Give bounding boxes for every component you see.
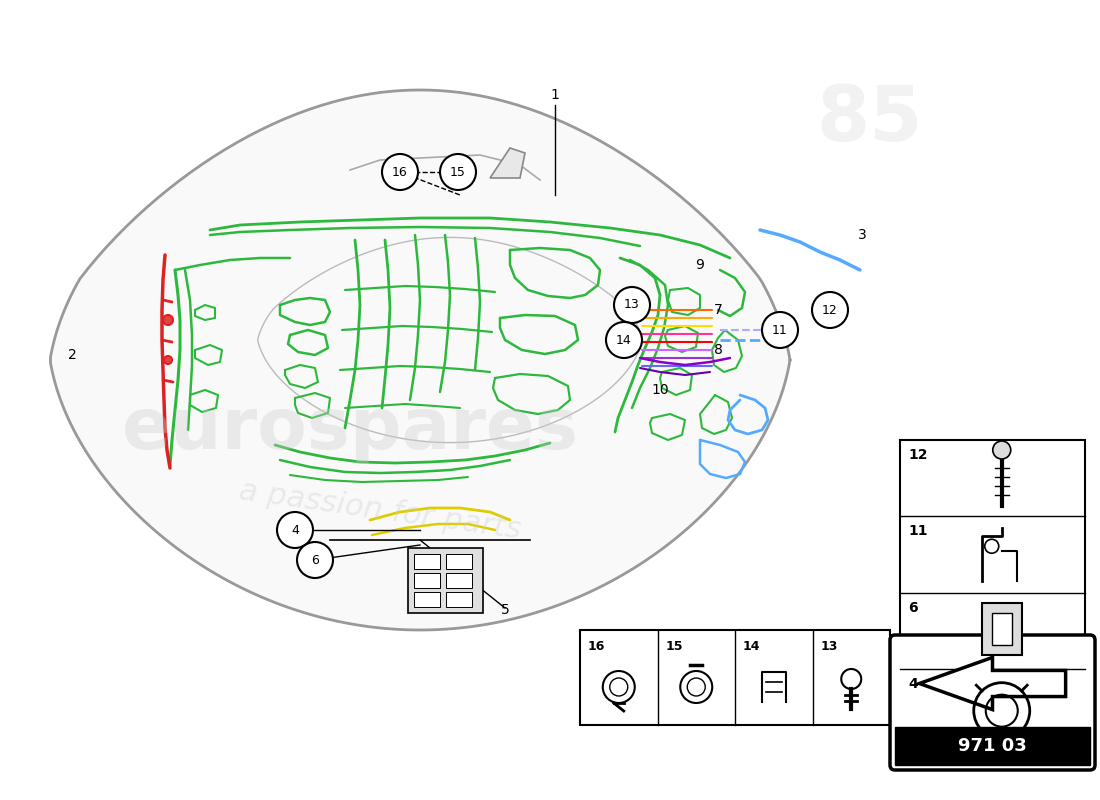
Text: 13: 13 [624,298,640,311]
FancyBboxPatch shape [414,592,440,607]
Bar [900,440,1085,745]
Text: 8: 8 [714,343,723,357]
Text: 5: 5 [500,603,509,617]
Text: 16: 16 [392,166,408,178]
Text: 9: 9 [695,258,704,272]
Text: 7: 7 [714,303,723,317]
Polygon shape [51,90,790,630]
Circle shape [614,287,650,323]
Circle shape [297,542,333,578]
Circle shape [812,292,848,328]
FancyBboxPatch shape [981,602,1022,654]
Polygon shape [490,148,525,178]
Text: 6: 6 [908,601,917,614]
Circle shape [164,356,172,364]
FancyBboxPatch shape [446,573,472,588]
Text: 15: 15 [666,640,683,653]
Text: a passion for parts: a passion for parts [236,476,522,544]
Text: 11: 11 [772,323,788,337]
Text: 13: 13 [821,640,838,653]
Text: 4: 4 [908,677,917,690]
FancyBboxPatch shape [408,548,483,613]
Text: 4: 4 [292,523,299,537]
FancyBboxPatch shape [992,613,1012,645]
FancyBboxPatch shape [414,554,440,569]
Text: eurospares: eurospares [122,395,579,465]
Circle shape [440,154,476,190]
Text: 15: 15 [450,166,466,178]
Text: 971 03: 971 03 [958,737,1027,755]
Text: 10: 10 [651,383,669,397]
Circle shape [762,312,798,348]
Bar [580,630,890,725]
Bar [895,727,1090,765]
FancyBboxPatch shape [890,635,1094,770]
Text: 12: 12 [822,303,838,317]
Text: 2: 2 [67,348,76,362]
FancyBboxPatch shape [446,592,472,607]
FancyBboxPatch shape [446,554,472,569]
Text: 16: 16 [588,640,605,653]
Text: 12: 12 [908,448,927,462]
Text: 11: 11 [908,524,927,538]
Text: 85: 85 [817,83,923,157]
Text: 14: 14 [742,640,760,653]
Text: 1: 1 [551,88,560,102]
Circle shape [382,154,418,190]
Text: 14: 14 [616,334,631,346]
Circle shape [606,322,642,358]
Circle shape [992,441,1011,459]
Text: 3: 3 [858,228,867,242]
FancyBboxPatch shape [414,573,440,588]
Circle shape [277,512,313,548]
Text: 6: 6 [311,554,319,566]
Circle shape [163,315,173,325]
Polygon shape [920,658,1066,710]
